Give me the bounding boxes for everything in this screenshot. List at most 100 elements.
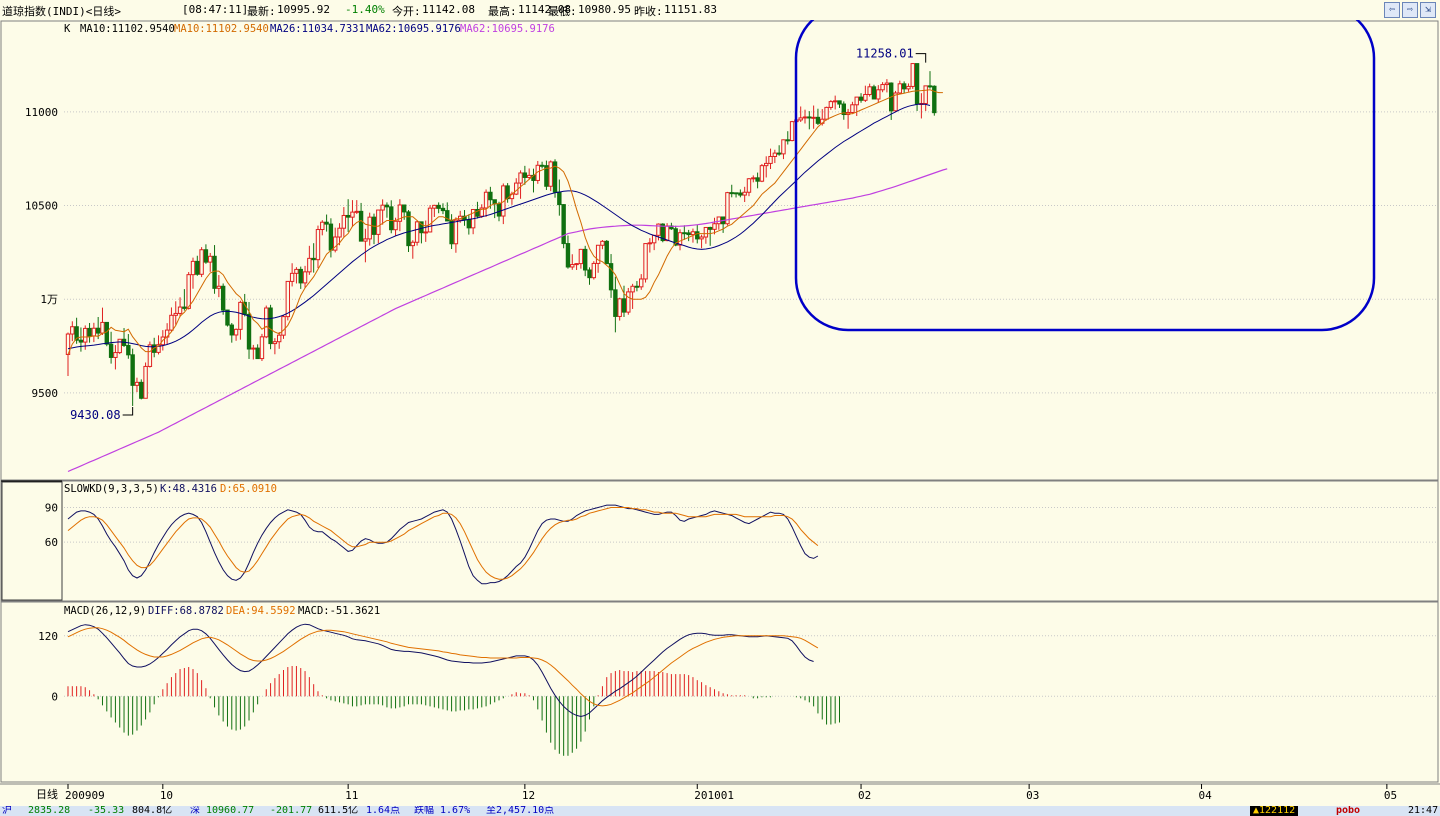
instrument-title[interactable]: 道琼指数(INDI)<日线> [2, 5, 121, 18]
candle-body[interactable] [208, 255, 213, 263]
candle-body[interactable] [475, 208, 480, 217]
candle-body[interactable] [324, 221, 329, 225]
candle-body[interactable] [858, 96, 864, 101]
candle-body[interactable] [363, 238, 368, 242]
candle-body[interactable] [608, 263, 614, 291]
candle-body[interactable] [690, 231, 696, 236]
candle-body[interactable] [449, 220, 454, 245]
candle-body[interactable] [798, 117, 803, 121]
candle-body[interactable] [333, 236, 338, 251]
candle-body[interactable] [656, 223, 661, 236]
candle-body[interactable] [104, 321, 109, 345]
candle-body[interactable] [186, 274, 191, 309]
candle-body[interactable] [341, 214, 347, 229]
candle-body[interactable] [699, 236, 704, 240]
maximize-icon[interactable]: ⇲ [1420, 2, 1436, 18]
candle-body[interactable] [445, 210, 450, 222]
candle-body[interactable] [841, 103, 846, 116]
candle-body[interactable] [914, 63, 920, 105]
candle-body[interactable] [880, 84, 885, 91]
candle-body[interactable] [682, 232, 687, 235]
candle-body[interactable] [311, 257, 316, 261]
candle-body[interactable] [906, 85, 911, 90]
candle-body[interactable] [173, 312, 178, 316]
candle-body[interactable] [238, 301, 243, 330]
candle-body[interactable] [307, 257, 312, 273]
candle-body[interactable] [600, 240, 605, 246]
candle-body[interactable] [544, 165, 549, 187]
candle-body[interactable] [65, 333, 71, 355]
candle-body[interactable] [126, 344, 131, 356]
candle-body[interactable] [328, 223, 334, 251]
candle-body[interactable] [707, 226, 713, 230]
candle-body[interactable] [837, 100, 842, 105]
candle-body[interactable] [574, 263, 579, 266]
arrow-left-icon[interactable]: ⇦ [1384, 2, 1400, 18]
candle-body[interactable] [729, 192, 734, 195]
candle-body[interactable] [863, 93, 868, 101]
candle-body[interactable] [725, 192, 730, 225]
candle-body[interactable] [337, 227, 342, 238]
candle-body[interactable] [776, 152, 782, 155]
candle-body[interactable] [380, 204, 385, 211]
candle-body[interactable] [595, 244, 601, 264]
candle-body[interactable] [923, 85, 928, 104]
candle-body[interactable] [647, 242, 653, 245]
candle-body[interactable] [617, 298, 622, 317]
candle-body[interactable] [789, 121, 795, 142]
candle-body[interactable] [130, 354, 135, 386]
candle-body[interactable] [518, 172, 523, 184]
candle-body[interactable] [884, 82, 890, 86]
candle-body[interactable] [367, 216, 372, 240]
candle-body[interactable] [177, 306, 183, 314]
candle-body[interactable] [578, 248, 584, 265]
candle-body[interactable] [897, 83, 903, 94]
candle-body[interactable] [423, 231, 428, 234]
candle-body[interactable] [190, 260, 196, 276]
candle-body[interactable] [733, 192, 739, 195]
candle-body[interactable] [466, 219, 472, 229]
stock-chart[interactable]: 11000 10500 1万 9500 9430.08 11258.01 K MA10:… [0, 20, 1440, 806]
candle-body[interactable] [406, 211, 411, 247]
candle-body[interactable] [225, 309, 230, 326]
candle-body[interactable] [751, 177, 756, 180]
candle-body[interactable] [552, 161, 558, 193]
alert-badge[interactable]: ▲122112 [1250, 806, 1299, 816]
candle-body[interactable] [557, 191, 562, 206]
candle-body[interactable] [613, 289, 618, 317]
candle-body[interactable] [320, 221, 325, 231]
candle-body[interactable] [621, 298, 627, 313]
candle-body[interactable] [828, 101, 834, 108]
candle-body[interactable] [195, 260, 200, 275]
candle-body[interactable] [854, 96, 859, 106]
candle-body[interactable] [134, 381, 140, 386]
candle-body[interactable] [246, 313, 252, 350]
candle-body[interactable] [376, 209, 381, 235]
candle-body[interactable] [626, 291, 631, 313]
candle-body[interactable] [281, 316, 286, 336]
candle-body[interactable] [570, 264, 575, 268]
candle-body[interactable] [169, 314, 174, 331]
candle-body[interactable] [108, 343, 114, 358]
candle-body[interactable] [410, 241, 416, 247]
candle-body[interactable] [436, 204, 441, 209]
arrow-right-icon[interactable]: ⇨ [1402, 2, 1418, 18]
candle-body[interactable] [203, 249, 209, 263]
candle-body[interactable] [811, 116, 816, 119]
candle-body[interactable] [781, 139, 786, 155]
candle-body[interactable] [432, 204, 437, 209]
candle-body[interactable] [345, 214, 351, 218]
candle-body[interactable] [664, 225, 670, 242]
candle-body[interactable] [453, 219, 459, 245]
candle-body[interactable] [746, 178, 752, 193]
candle-body[interactable] [91, 327, 97, 337]
candle-body[interactable] [87, 327, 92, 337]
candle-body[interactable] [419, 221, 424, 234]
candle-body[interactable] [255, 347, 260, 360]
candle-body[interactable] [660, 223, 665, 242]
candle-body[interactable] [251, 347, 256, 350]
candle-body[interactable] [772, 152, 778, 157]
candle-body[interactable] [643, 243, 648, 280]
candle-body[interactable] [285, 280, 291, 318]
candle-body[interactable] [479, 207, 484, 217]
